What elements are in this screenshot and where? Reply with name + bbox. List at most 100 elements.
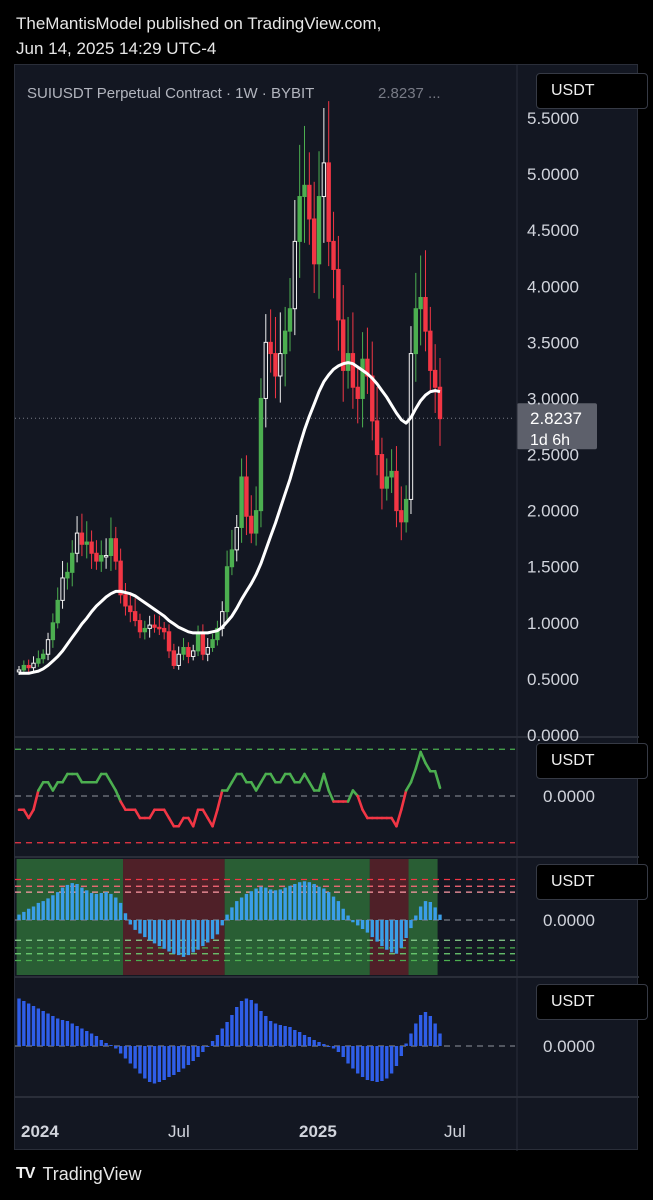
momentum-bar[interactable] (176, 1046, 181, 1072)
histogram-bar[interactable] (341, 908, 345, 920)
candle-body[interactable] (379, 454, 385, 489)
momentum-bar[interactable] (297, 1032, 302, 1046)
histogram-bar[interactable] (152, 920, 157, 944)
candle-body[interactable] (195, 633, 201, 652)
candle-body[interactable] (287, 308, 293, 332)
histogram-bar[interactable] (123, 913, 128, 920)
candle-body[interactable] (292, 240, 298, 310)
candle-body[interactable] (234, 526, 239, 551)
momentum-bar[interactable] (56, 1018, 60, 1047)
histogram-bar[interactable] (118, 902, 123, 920)
candle-body[interactable] (418, 296, 423, 310)
histogram-bar[interactable] (259, 886, 263, 920)
momentum-bar[interactable] (85, 1031, 89, 1046)
histogram-bar[interactable] (80, 887, 84, 920)
histogram-bar[interactable] (56, 892, 60, 920)
candle-body[interactable] (60, 577, 65, 601)
candle-body[interactable] (258, 397, 264, 512)
candle-body[interactable] (432, 369, 438, 388)
momentum-bar[interactable] (60, 1020, 65, 1046)
candle-body[interactable] (408, 353, 414, 500)
histogram-bar[interactable] (409, 920, 413, 929)
momentum-bar[interactable] (317, 1042, 321, 1046)
histogram-bar[interactable] (307, 882, 312, 920)
histogram-bar[interactable] (273, 890, 278, 920)
momentum-bar[interactable] (293, 1030, 297, 1046)
histogram-bar[interactable] (31, 906, 36, 921)
momentum-bar[interactable] (133, 1046, 137, 1069)
momentum-bar[interactable] (26, 1003, 31, 1047)
histogram-bar[interactable] (70, 883, 74, 920)
momentum-bar[interactable] (438, 1033, 442, 1047)
histogram-bar[interactable] (230, 907, 234, 920)
tradingview-footer[interactable]: TV TradingView (16, 1162, 142, 1186)
candle-body[interactable] (311, 218, 317, 265)
momentum-bar[interactable] (36, 1008, 41, 1047)
histogram-bar[interactable] (360, 920, 365, 929)
histogram-bar[interactable] (356, 920, 360, 926)
histogram-bar[interactable] (41, 901, 45, 920)
momentum-bar[interactable] (118, 1046, 123, 1054)
candle-body[interactable] (26, 664, 31, 669)
histogram-bar[interactable] (220, 920, 224, 926)
histogram-bar[interactable] (336, 901, 341, 920)
candle-body[interactable] (113, 538, 118, 562)
histogram-bar[interactable] (157, 920, 162, 947)
histogram-bar[interactable] (89, 893, 94, 920)
momentum-bar[interactable] (409, 1033, 413, 1047)
histogram-bar[interactable] (322, 888, 326, 921)
candle-body[interactable] (210, 639, 215, 648)
momentum-bar[interactable] (389, 1046, 394, 1074)
momentum-bar[interactable] (206, 1046, 210, 1047)
momentum-bar[interactable] (288, 1027, 292, 1046)
momentum-bar[interactable] (273, 1023, 278, 1047)
momentum-bar[interactable] (123, 1046, 128, 1059)
momentum-bar[interactable] (428, 1016, 433, 1046)
histogram-bar[interactable] (438, 914, 442, 920)
candle-body[interactable] (45, 639, 51, 655)
histogram-bar[interactable] (128, 920, 132, 925)
histogram-bar[interactable] (239, 897, 244, 921)
histogram-bar[interactable] (176, 920, 181, 956)
momentum-bar[interactable] (380, 1046, 384, 1081)
candle-body[interactable] (171, 650, 177, 666)
momentum-bar[interactable] (210, 1041, 215, 1046)
histogram-bar[interactable] (288, 885, 292, 920)
candle-body[interactable] (118, 560, 123, 596)
histogram-bar[interactable] (60, 887, 65, 920)
momentum-bar[interactable] (109, 1045, 113, 1046)
momentum-bar[interactable] (167, 1046, 171, 1077)
momentum-bar[interactable] (191, 1046, 195, 1061)
histogram-bar[interactable] (22, 911, 26, 920)
candle-body[interactable] (423, 296, 428, 332)
histogram-bar[interactable] (109, 893, 113, 920)
candle-body[interactable] (215, 627, 220, 641)
histogram-bar[interactable] (278, 889, 283, 920)
momentum-bar[interactable] (259, 1011, 263, 1046)
momentum-bar[interactable] (152, 1046, 157, 1084)
candle-body[interactable] (278, 353, 283, 377)
momentum-bar[interactable] (264, 1016, 268, 1046)
candle-body[interactable] (370, 375, 375, 422)
momentum-unit-badge[interactable]: USDT (536, 984, 648, 1020)
histogram-bar[interactable] (191, 920, 195, 953)
momentum-bar[interactable] (302, 1035, 307, 1046)
candle-body[interactable] (41, 653, 46, 660)
momentum-bar[interactable] (307, 1037, 312, 1046)
histogram-bar[interactable] (172, 920, 176, 954)
candle-body[interactable] (282, 330, 288, 355)
momentum-bar[interactable] (327, 1046, 331, 1047)
histogram-bar[interactable] (428, 902, 433, 920)
momentum-bar[interactable] (89, 1033, 94, 1047)
momentum-bar[interactable] (138, 1046, 142, 1074)
histogram-bar[interactable] (36, 902, 41, 920)
momentum-bar[interactable] (80, 1028, 84, 1047)
histogram-bar[interactable] (244, 893, 249, 920)
candle-body[interactable] (181, 646, 186, 655)
candle-body[interactable] (384, 476, 389, 489)
candle-body[interactable] (147, 624, 152, 629)
symbol-legend[interactable]: SUIUSDT Perpetual Contract · 1W · BYBIT (27, 85, 314, 102)
histogram-bar[interactable] (268, 889, 273, 920)
candle-body[interactable] (31, 662, 36, 669)
momentum-bar[interactable] (230, 1015, 234, 1046)
